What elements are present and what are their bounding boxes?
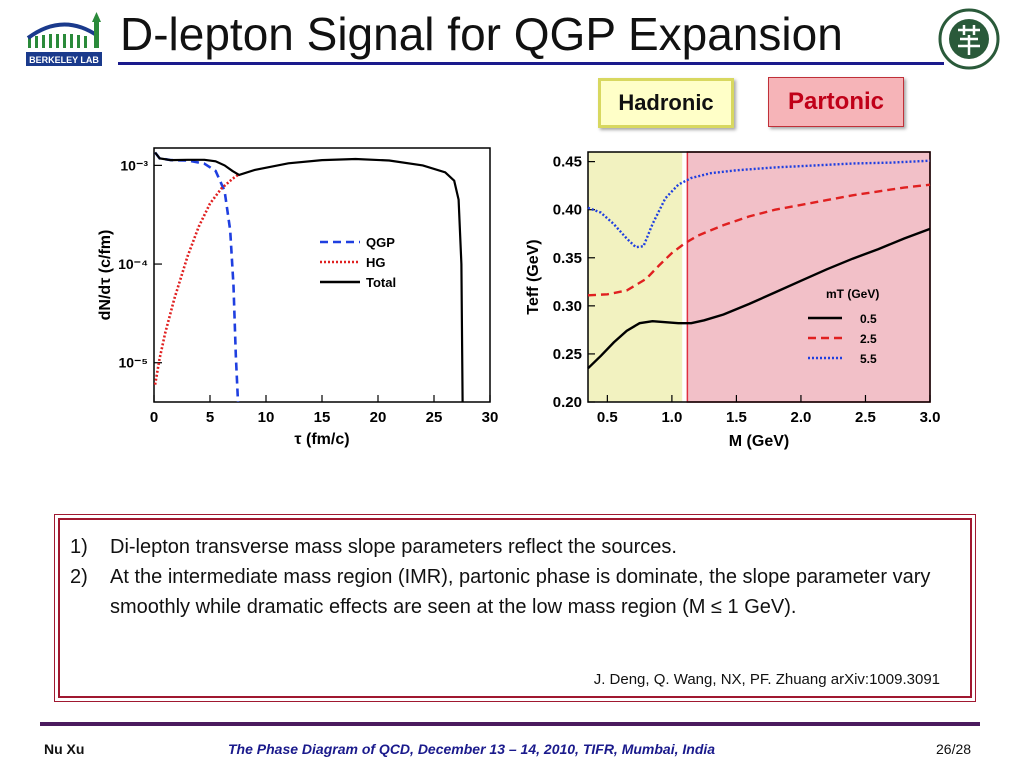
series-line-mt-5-5 — [587, 159, 931, 249]
x-tick-label: 10 — [258, 409, 275, 426]
y-tick-label: 0.45 — [553, 154, 582, 171]
x-axis-label: M (GeV) — [729, 433, 789, 450]
y-tick-label: 0.25 — [553, 346, 582, 363]
x-tick-label: 30 — [482, 409, 499, 426]
note-item: 1) Di-lepton transverse mass slope parame… — [70, 532, 950, 562]
note-number: 2) — [70, 566, 88, 588]
footer-author: Nu Xu — [44, 741, 85, 757]
page-title: D-lepton Signal for QGP Expansion — [120, 8, 843, 60]
footer-divider — [40, 722, 980, 726]
legend-label: HG — [366, 255, 386, 270]
x-tick-label: 1.0 — [661, 409, 682, 426]
citation: J. Deng, Q. Wang, NX, PF. Zhuang arXiv:1… — [593, 671, 940, 688]
y-tick-label: 10⁻³ — [120, 157, 148, 173]
teff-plot-layer: 0.5 1.0 1.5 2.0 2.5 3.0 0.20 0.25 0.30 0.35 0.40 0.… — [525, 151, 941, 450]
notes-box: 1) Di-lepton transverse mass slope parame… — [54, 514, 976, 702]
x-tick-label: 3.0 — [920, 409, 941, 426]
series-line-mt-2-5 — [587, 183, 931, 297]
x-tick-label: 5 — [206, 409, 214, 426]
teff-vs-mass-chart: 0.5 1.0 1.5 2.0 2.5 3.0 0.20 0.25 0.30 0.35 0.40 0.… — [525, 151, 941, 450]
y-axis-label: dN/dτ (c/fm) — [97, 230, 114, 321]
note-text: Di-lepton transverse mass slope paramete… — [110, 536, 677, 558]
x-tick-label: 1.5 — [726, 409, 747, 426]
y-tick-label: 0.40 — [553, 202, 582, 219]
legend-label: QGP — [366, 235, 395, 250]
legend-label: 0.5 — [860, 312, 877, 326]
x-tick-label: 0 — [150, 409, 158, 426]
series-line-total — [154, 151, 464, 403]
y-tick-label: 0.35 — [553, 250, 582, 267]
berkeley-lab-text: BERKELEY LAB — [29, 55, 99, 65]
legend-label: 2.5 — [860, 332, 877, 346]
y-axis-label: Teff (GeV) — [525, 239, 542, 314]
note-item: 2) At the intermediate mass region (IMR),… — [70, 562, 950, 622]
partonic-label: Partonic — [768, 77, 904, 127]
footer-conference: The Phase Diagram of QCD, December 13 – … — [228, 741, 716, 757]
series-line-mt-0-5 — [587, 227, 931, 370]
x-tick-label: 2.5 — [855, 409, 876, 426]
x-tick-label: 20 — [370, 409, 387, 426]
note-text: At the intermediate mass region (IMR), p… — [110, 566, 931, 618]
legend-label: 5.5 — [860, 352, 877, 366]
plot-frame — [153, 147, 491, 403]
dn-dtau-chart: 0 5 10 15 20 25 30 10⁻³ 10⁻⁴ 10⁻⁵ τ (fm/c) dN/dτ (c… — [97, 147, 499, 448]
plot-frame — [587, 151, 931, 403]
y-tick-label: 10⁻⁴ — [118, 256, 148, 272]
y-tick-label: 0.20 — [553, 394, 582, 411]
note-number: 1) — [70, 536, 88, 558]
title-divider — [118, 62, 944, 65]
series-line-hg — [153, 173, 239, 385]
university-seal-icon — [938, 8, 1000, 70]
y-tick-label: 10⁻⁵ — [118, 355, 148, 371]
hadronic-label: Hadronic — [598, 78, 734, 128]
legend-title: mT (GeV) — [826, 287, 879, 301]
x-tick-label: 15 — [314, 409, 331, 426]
x-tick-label: 25 — [426, 409, 443, 426]
x-tick-label: 2.0 — [791, 409, 812, 426]
hadronic-region — [588, 152, 683, 402]
x-axis-label: τ (fm/c) — [294, 431, 349, 448]
berkeley-lab-logo: BERKELEY LAB — [26, 12, 102, 66]
y-tick-label: 0.30 — [553, 298, 582, 315]
footer-page-number: 26/28 — [936, 741, 972, 757]
notes-list: 1) Di-lepton transverse mass slope parame… — [70, 532, 950, 622]
legend-label: Total — [366, 275, 396, 290]
dn-dtau-plot-layer: 0 5 10 15 20 25 30 10⁻³ 10⁻⁴ 10⁻⁵ τ (fm/c) dN/dτ (c… — [97, 147, 499, 448]
x-tick-label: 0.5 — [597, 409, 618, 426]
